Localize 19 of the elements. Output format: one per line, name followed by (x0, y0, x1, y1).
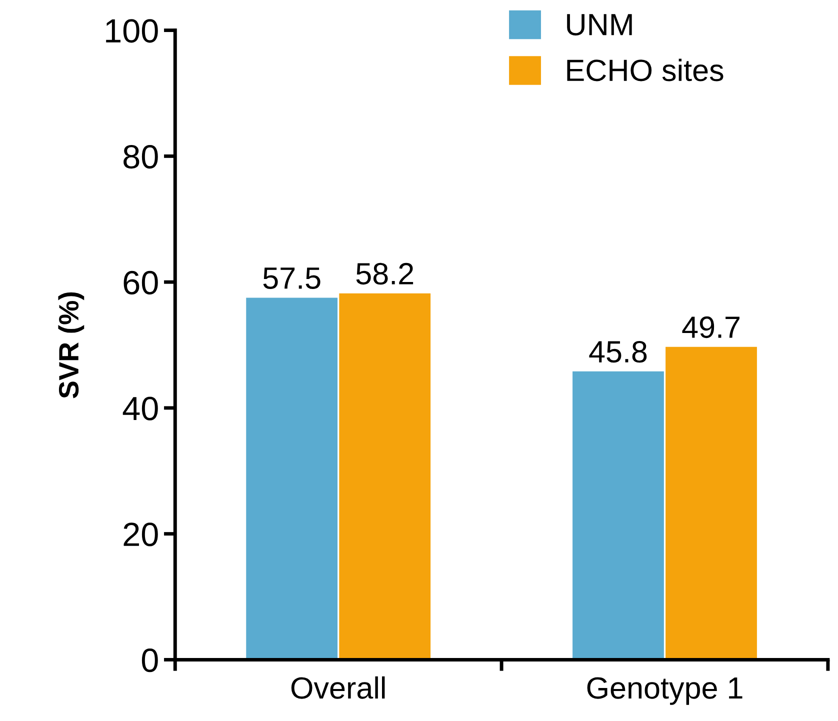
x-tick-label: Genotype 1 (587, 677, 742, 705)
data-label: 49.7 (682, 316, 740, 338)
y-tick-label: 80 (124, 144, 158, 169)
y-tick-label: 40 (122, 396, 158, 420)
data-label: 57.5 (263, 268, 320, 289)
bar (572, 371, 664, 660)
y-tick-label: 60 (124, 270, 158, 294)
y-tick-label: 100 (106, 19, 158, 43)
y-tick-label: 0 (142, 648, 158, 672)
bar (339, 293, 431, 660)
bar (666, 346, 757, 660)
legend-label: ECHO sites (567, 58, 724, 82)
data-label: 45.8 (589, 340, 647, 363)
y-axis-title: SVR (%) (58, 292, 84, 398)
y-tick-label: 20 (124, 522, 158, 546)
data-label: 58.2 (356, 262, 414, 285)
x-tick-label: Overall (291, 676, 385, 699)
bar (246, 298, 338, 660)
legend-label: UNM (567, 14, 632, 36)
